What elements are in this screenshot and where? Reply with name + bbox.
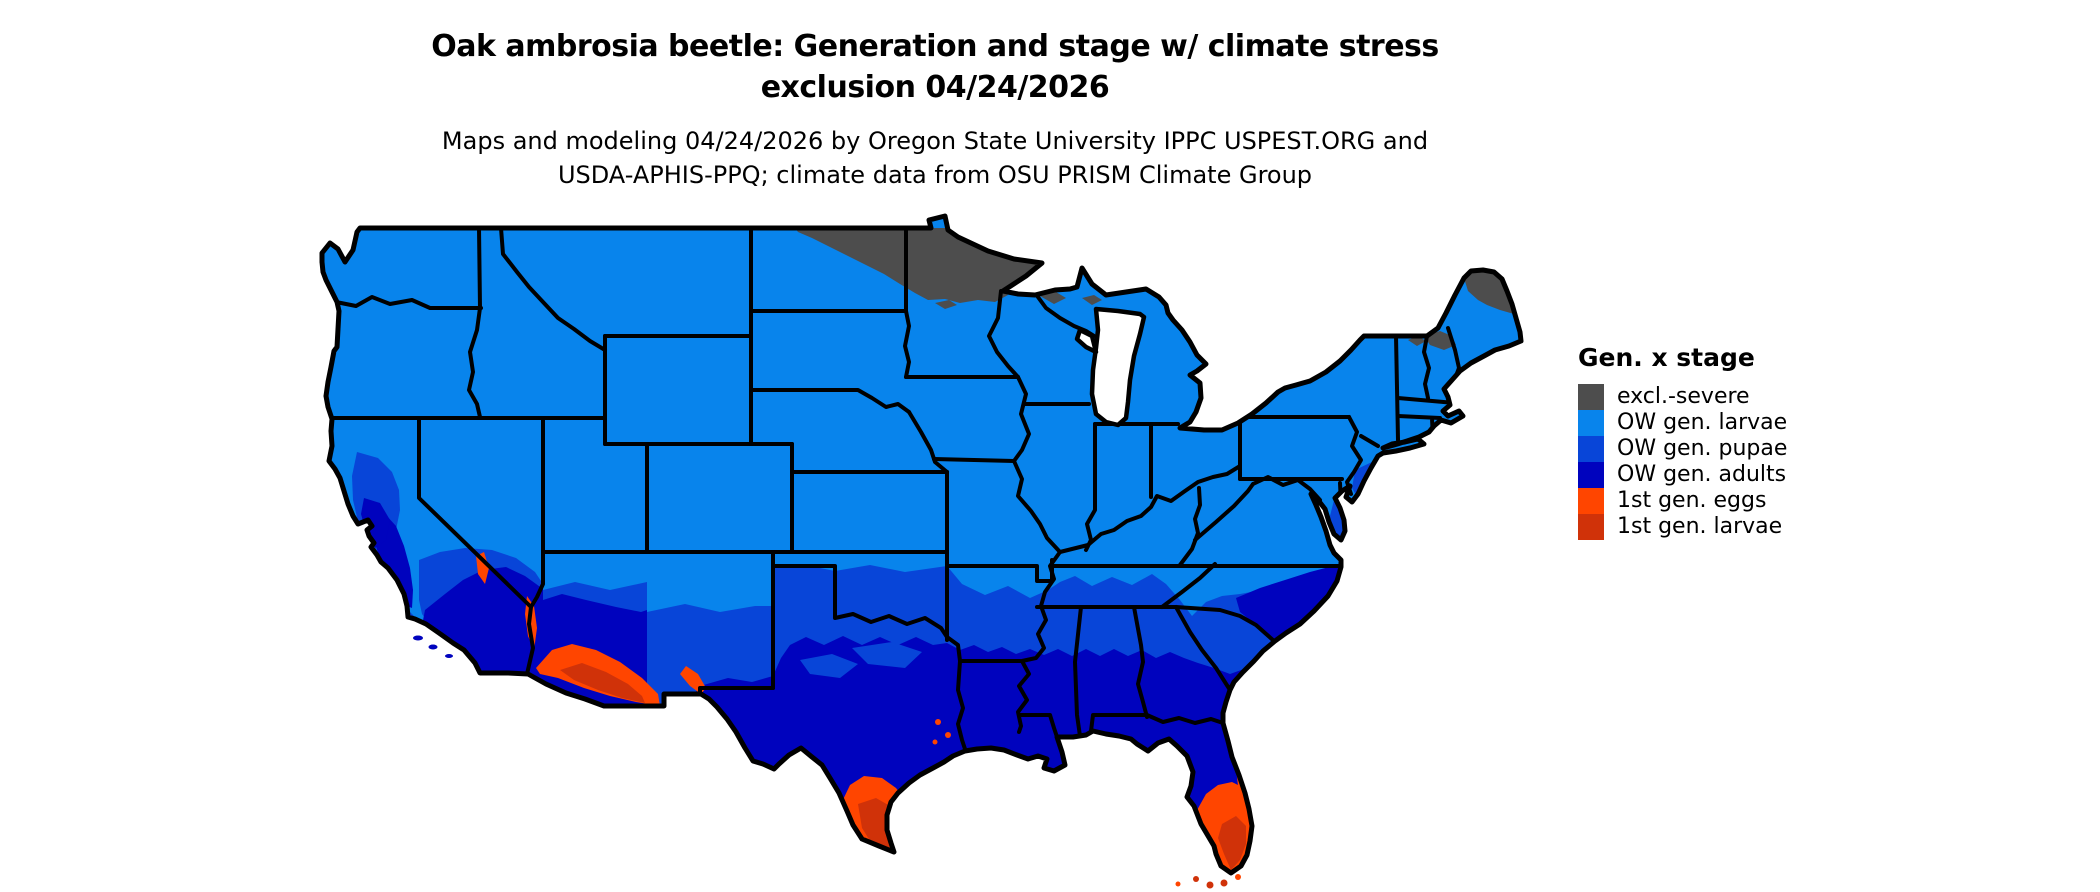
legend-item: OW gen. larvae [1578, 410, 1787, 436]
subtitle-line-2: USDA-APHIS-PPQ; climate data from OSU PR… [557, 161, 1313, 189]
legend-item: OW gen. pupae [1578, 436, 1787, 462]
lake-michigan [1074, 306, 1147, 428]
florida-keys [1175, 874, 1241, 889]
state-borders [328, 226, 1461, 754]
green-bay [1074, 327, 1099, 355]
legend-label: 1st gen. eggs [1617, 488, 1767, 513]
title-line-1: Oak ambrosia beetle: Generation and stag… [431, 29, 1439, 64]
page-title: Oak ambrosia beetle: Generation and stag… [0, 26, 1870, 108]
legend-item: 1st gen. eggs [1578, 488, 1787, 514]
title-line-2: exclusion 04/24/2026 [760, 70, 1110, 105]
region-ow-gen-pupae-patches [800, 642, 922, 678]
legend-swatch-ow-adults [1578, 462, 1604, 488]
legend-swatch-excl-severe [1578, 384, 1604, 410]
legend-item: OW gen. adults [1578, 462, 1787, 488]
legend-label: OW gen. pupae [1617, 436, 1788, 461]
legend-label: OW gen. adults [1617, 462, 1787, 487]
legend-item: 1st gen. larvae [1578, 514, 1787, 540]
legend-label: 1st gen. larvae [1617, 514, 1783, 539]
legend-swatch-ow-pupae [1578, 436, 1604, 462]
legend-swatch-1st-eggs [1578, 488, 1604, 514]
us-outline [319, 213, 1524, 876]
legend: Gen. x stage excl.-severe OW gen. larvae… [1578, 343, 1787, 540]
region-excl-severe [795, 228, 1514, 350]
legend-swatch-ow-larvae [1578, 410, 1604, 436]
legend-title: Gen. x stage [1578, 343, 1755, 372]
legend-label: excl.-severe [1617, 384, 1750, 409]
legend-item: excl.-severe [1578, 384, 1787, 410]
subtitle-line-1: Maps and modeling 04/24/2026 by Oregon S… [441, 127, 1429, 155]
legend-swatch-1st-larvae [1578, 514, 1604, 540]
channel-islands [413, 635, 453, 658]
legend-label: OW gen. larvae [1617, 410, 1788, 435]
page-subtitle: Maps and modeling 04/24/2026 by Oregon S… [0, 124, 1870, 192]
